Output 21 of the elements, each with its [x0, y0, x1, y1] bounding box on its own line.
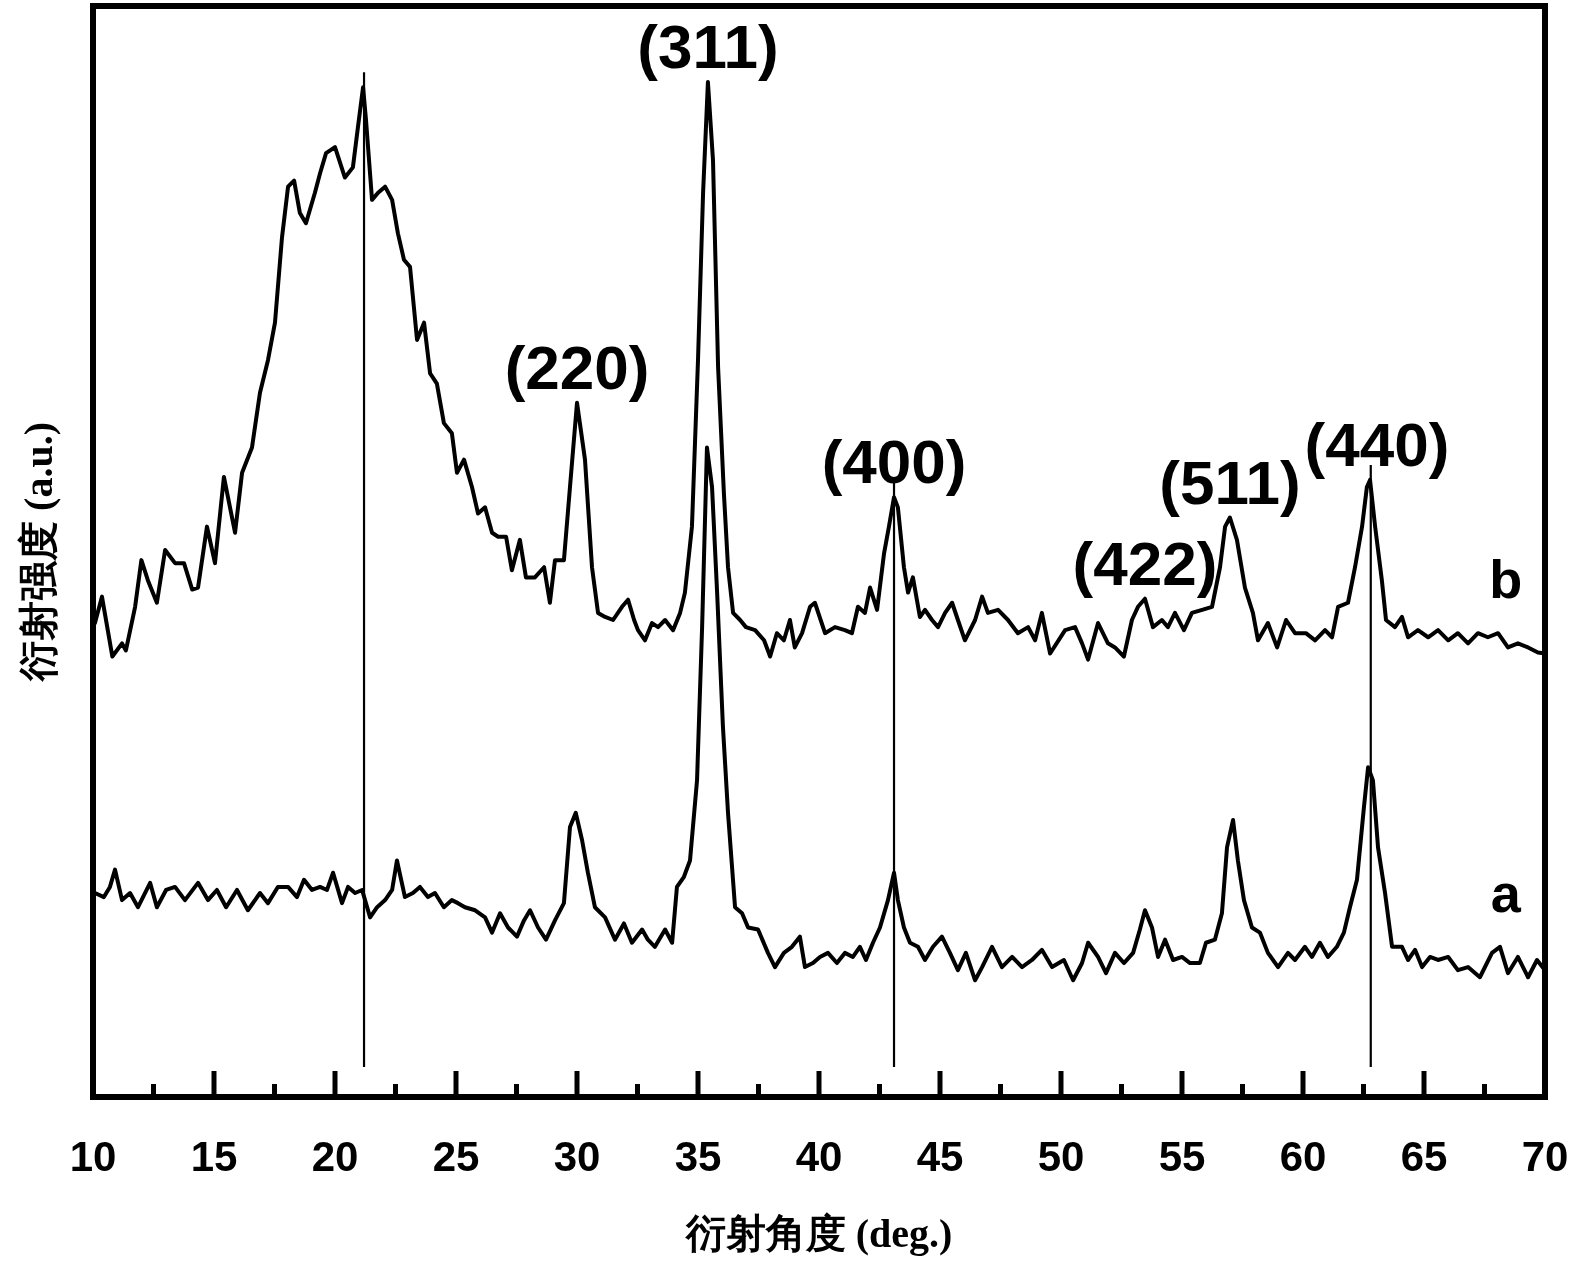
- annotation: (400): [821, 427, 967, 497]
- x-tick-label: 35: [674, 1133, 722, 1180]
- x-tick-label: 20: [311, 1133, 359, 1180]
- x-tick-label: 55: [1158, 1133, 1206, 1180]
- annotation: (440): [1304, 409, 1450, 479]
- x-tick-label: 60: [1279, 1133, 1327, 1180]
- annotation: (311): [637, 12, 779, 82]
- annotation: (422): [1072, 528, 1218, 598]
- x-tick-label: 15: [190, 1133, 238, 1180]
- x-title: 衍射角度 (deg.): [685, 1211, 953, 1256]
- x-tick-label: 30: [553, 1133, 601, 1180]
- x-tick-label: 70: [1521, 1133, 1569, 1180]
- x-tick-label: 50: [1037, 1133, 1085, 1180]
- x-tick-label: 10: [69, 1133, 117, 1180]
- x-tick-label: 40: [795, 1133, 843, 1180]
- x-tick-label: 65: [1400, 1133, 1448, 1180]
- x-tick-label: 45: [916, 1133, 964, 1180]
- y-title: 衍射强度 (a.u.): [16, 422, 61, 681]
- x-tick-label: 25: [432, 1133, 480, 1180]
- annotation: (511): [1159, 447, 1301, 517]
- annotation: (220): [504, 332, 650, 402]
